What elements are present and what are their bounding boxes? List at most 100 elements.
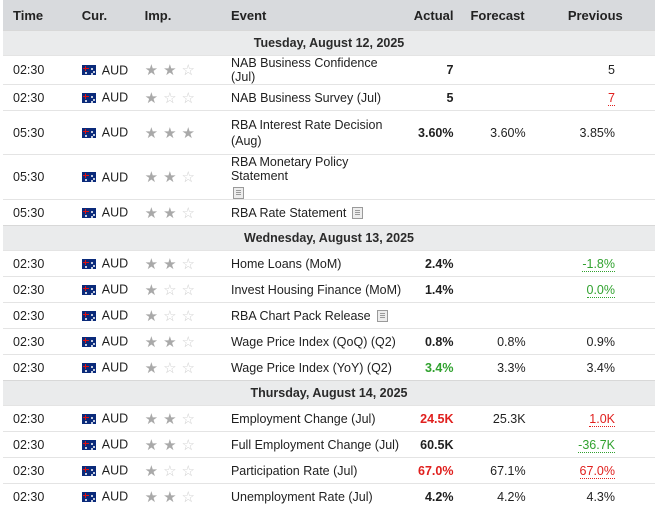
importance-star-filled-icon: ★ [145,125,163,142]
event-cell[interactable]: Wage Price Index (YoY) (Q2) [231,355,405,381]
currency-code: AUD [102,438,128,452]
previous-value-cell: 0.9% [536,329,655,355]
currency-cell: AUD [82,484,145,509]
date-group-header: Thursday, August 14, 2025 [3,381,655,406]
col-header-time[interactable]: Time [3,0,82,31]
previous-value-cell: -36.7K [536,432,655,458]
event-cell[interactable]: Participation Rate (Jul) [231,458,405,484]
event-name[interactable]: Employment Change (Jul) [231,412,376,426]
event-name[interactable]: RBA Chart Pack Release [231,309,371,323]
importance-star-empty-icon: ☆ [163,90,181,107]
forecast-value: 4.2% [459,484,535,509]
currency-code: AUD [102,335,128,349]
event-name[interactable]: Unemployment Rate (Jul) [231,490,373,504]
australia-flag-icon [82,492,96,502]
previous-value-cell: -1.8% [536,251,655,277]
importance-cell: ★★☆ [145,432,231,458]
document-icon[interactable] [352,207,363,219]
australia-flag-icon [82,440,96,450]
importance-star-filled-icon: ★ [145,437,163,454]
forecast-value [459,56,535,85]
event-cell[interactable]: RBA Monetary Policy Statement [231,155,405,200]
event-cell[interactable]: Employment Change (Jul) [231,406,405,432]
event-name[interactable]: Participation Rate (Jul) [231,464,357,478]
event-cell[interactable]: Unemployment Rate (Jul) [231,484,405,509]
previous-value[interactable]: -1.8% [582,257,615,272]
importance-star-empty-icon: ☆ [182,360,200,377]
currency-cell: AUD [82,458,145,484]
event-name[interactable]: NAB Business Confidence (Jul) [231,56,378,84]
currency-code: AUD [102,283,128,297]
previous-value[interactable]: -36.7K [578,438,615,453]
actual-value: 2.4% [405,251,459,277]
currency-code: AUD [102,170,128,184]
event-time: 02:30 [3,406,82,432]
previous-value[interactable]: 1.0K [589,412,615,427]
previous-value: 5 [608,63,615,77]
previous-value-cell: 3.4% [536,355,655,381]
document-icon[interactable] [233,187,244,199]
event-name[interactable]: RBA Monetary Policy Statement [231,155,348,183]
importance-star-empty-icon: ☆ [163,308,181,325]
importance-cell: ★★☆ [145,56,231,85]
previous-value[interactable]: 0.0% [587,283,616,298]
importance-cell: ★★☆ [145,406,231,432]
col-header-importance[interactable]: Imp. [145,0,231,31]
event-name[interactable]: RBA Rate Statement [231,206,346,220]
actual-value: 7 [405,56,459,85]
event-name[interactable]: Wage Price Index (YoY) (Q2) [231,361,392,375]
currency-cell: AUD [82,56,145,85]
document-icon[interactable] [377,310,388,322]
event-time: 05:30 [3,111,82,155]
event-cell[interactable]: Home Loans (MoM) [231,251,405,277]
col-header-event[interactable]: Event [231,0,405,31]
forecast-value [459,200,535,226]
event-name[interactable]: Wage Price Index (QoQ) (Q2) [231,335,396,349]
event-cell[interactable]: NAB Business Confidence (Jul) [231,56,405,85]
importance-star-filled-icon: ★ [145,169,163,186]
event-name[interactable]: Invest Housing Finance (MoM) [231,283,401,297]
event-cell[interactable]: Invest Housing Finance (MoM) [231,277,405,303]
importance-star-empty-icon: ☆ [182,308,200,325]
event-cell[interactable]: RBA Chart Pack Release [231,303,405,329]
event-time: 02:30 [3,85,82,111]
previous-value[interactable]: 7 [608,91,615,106]
event-cell[interactable]: RBA Interest Rate Decision(Aug) [231,111,405,155]
currency-code: AUD [102,91,128,105]
event-time: 02:30 [3,432,82,458]
col-header-previous[interactable]: Previous [536,0,655,31]
col-header-actual[interactable]: Actual [405,0,459,31]
event-name[interactable]: RBA Interest Rate Decision [231,118,382,132]
previous-value: 3.85% [580,126,615,140]
previous-value[interactable]: 67.0% [580,464,615,479]
event-cell[interactable]: Full Employment Change (Jul) [231,432,405,458]
event-name[interactable]: Home Loans (MoM) [231,257,341,271]
importance-star-filled-icon: ★ [182,125,200,142]
australia-flag-icon [82,93,96,103]
col-header-forecast[interactable]: Forecast [459,0,535,31]
col-header-currency[interactable]: Cur. [82,0,145,31]
event-cell[interactable]: RBA Rate Statement [231,200,405,226]
event-time: 02:30 [3,251,82,277]
importance-cell: ★★☆ [145,200,231,226]
event-name[interactable]: NAB Business Survey (Jul) [231,91,381,105]
event-name[interactable]: Full Employment Change (Jul) [231,438,399,452]
forecast-value [459,277,535,303]
event-cell[interactable]: NAB Business Survey (Jul) [231,85,405,111]
event-cell[interactable]: Wage Price Index (QoQ) (Q2) [231,329,405,355]
date-label: Tuesday, August 12, 2025 [3,31,655,56]
